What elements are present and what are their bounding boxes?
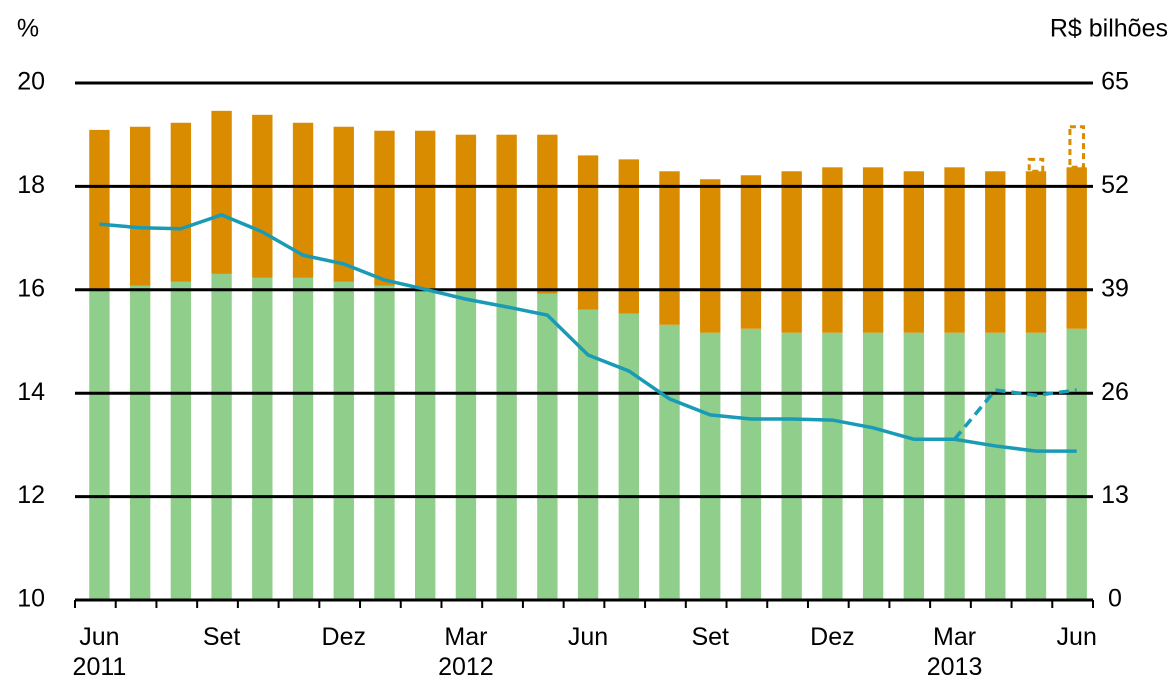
x-tick-label: Jun [1057, 623, 1097, 651]
bar [89, 289, 110, 600]
bar [496, 289, 517, 600]
bar [985, 332, 1006, 600]
y2-tick-label: 0 [1108, 585, 1122, 613]
bar [862, 332, 884, 600]
bar-layer [89, 110, 1087, 600]
bar [537, 134, 558, 294]
bar [333, 281, 354, 600]
bar [781, 171, 802, 333]
y2-tick-label: 26 [1101, 378, 1129, 406]
bar [700, 179, 721, 333]
bar [129, 285, 151, 600]
line [953, 388, 1077, 441]
y-tick-label: 18 [17, 171, 45, 199]
x-tick-label: Mar 2013 [927, 623, 983, 681]
bar [496, 134, 517, 290]
bar [577, 155, 599, 310]
y2-tick-label: 13 [1101, 481, 1129, 509]
x-tick-label-line: Jun [79, 623, 119, 651]
bar [781, 332, 802, 600]
x-tick-label-line: Mar [933, 623, 976, 651]
x-tick-label: Dez [810, 623, 854, 651]
x-tick-label-line: Dez [322, 623, 366, 651]
y-tick-label: 14 [17, 378, 45, 406]
bar [292, 122, 314, 278]
bar [618, 159, 639, 314]
line-layer [99, 212, 1077, 453]
y-tick-label: 10 [17, 585, 45, 613]
grid-layer [74, 81, 1094, 608]
bar [374, 130, 395, 286]
bar [1068, 125, 1085, 169]
bar [618, 313, 639, 600]
bar [1066, 328, 1087, 600]
x-tick-label-line: Jun [1057, 623, 1097, 651]
x-tick-label-line: Set [691, 623, 729, 651]
y-tick-label: 20 [17, 68, 45, 96]
bar [903, 171, 925, 333]
bar [211, 110, 232, 274]
bar [700, 332, 721, 600]
bar [415, 288, 436, 600]
bar [129, 126, 151, 286]
bar [455, 289, 477, 600]
bar [374, 285, 395, 600]
x-tick-label: Jun 2011 [73, 623, 127, 681]
bar [944, 332, 965, 600]
y-tick-label: 16 [17, 274, 45, 302]
bar [89, 129, 110, 290]
bar [862, 167, 884, 333]
x-tick-label-line: Set [203, 623, 241, 651]
bar [740, 328, 762, 600]
x-tick-label-line: 2011 [73, 653, 127, 681]
x-tick-label-line: Dez [810, 623, 854, 651]
bar [455, 134, 477, 290]
line [99, 212, 1077, 453]
bar [170, 281, 192, 600]
y2-tick-label: 52 [1101, 171, 1129, 199]
bar [252, 114, 273, 278]
bar [537, 293, 558, 600]
bar [252, 277, 273, 600]
bar [659, 171, 680, 325]
x-tick-label-line: Jun [568, 623, 608, 651]
bar [822, 332, 843, 600]
y2-axis-label: R$ bilhões [1050, 15, 1168, 43]
y2-tick-label: 39 [1101, 274, 1129, 302]
x-tick-label-line: 2013 [927, 653, 983, 681]
x-tick-label: Dez [322, 623, 366, 651]
bar [415, 130, 436, 289]
bar [170, 122, 192, 282]
bar [1025, 171, 1047, 333]
bar [659, 324, 680, 600]
x-tick-label: Set [691, 623, 729, 651]
x-tick-label-line: Mar [444, 623, 487, 651]
y-axis-label: % [17, 15, 39, 43]
bar [1066, 167, 1087, 329]
bar [822, 167, 843, 333]
y2-tick-label: 65 [1101, 68, 1129, 96]
bar [211, 273, 232, 600]
bar [740, 175, 762, 329]
y-tick-label: 12 [17, 481, 45, 509]
bar [333, 126, 354, 282]
bar [292, 277, 314, 600]
bar [1027, 157, 1045, 173]
x-tick-label: Mar 2012 [438, 623, 494, 681]
x-tick-label: Set [203, 623, 241, 651]
x-tick-label-line: 2012 [438, 653, 494, 681]
bar [944, 167, 965, 333]
bar [903, 332, 925, 600]
bar [985, 171, 1006, 333]
bar [577, 309, 599, 600]
bar [1025, 332, 1047, 600]
x-tick-label: Jun [568, 623, 608, 651]
